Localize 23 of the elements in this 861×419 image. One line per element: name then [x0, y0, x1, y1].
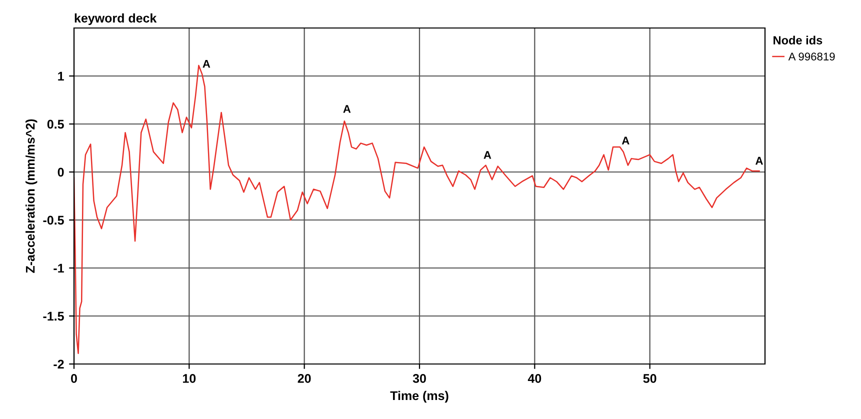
legend-label: A 996819 — [788, 52, 835, 60]
y-axis-title: Z-acceleration (mm/ms^2) — [26, 119, 38, 273]
y-tick-label: 0 — [58, 168, 64, 177]
y-tick-label: -1 — [54, 264, 64, 273]
x-tick-label: 0 — [71, 374, 77, 383]
x-tick-label: 50 — [643, 374, 656, 383]
annotation: A — [202, 60, 210, 68]
annotation: A — [484, 151, 492, 159]
x-axis-title: Time (ms) — [390, 390, 448, 403]
x-tick-label: 40 — [528, 374, 542, 383]
chart-title: keyword deck — [74, 13, 157, 26]
x-tick-label: 10 — [183, 374, 196, 383]
annotation: A — [756, 156, 763, 165]
y-tick-label: -0.5 — [43, 216, 64, 225]
x-tick-label: 30 — [412, 374, 426, 383]
y-tick-label: -1.5 — [43, 312, 64, 321]
y-tick-label: -2 — [54, 360, 64, 369]
annotation: A — [343, 105, 351, 113]
annotation: A — [622, 136, 630, 144]
y-tick-label: 1 — [58, 72, 64, 81]
legend-title: Node ids — [774, 36, 822, 44]
y-tick-label: 0.5 — [47, 120, 64, 129]
x-tick-label: 20 — [298, 374, 311, 383]
